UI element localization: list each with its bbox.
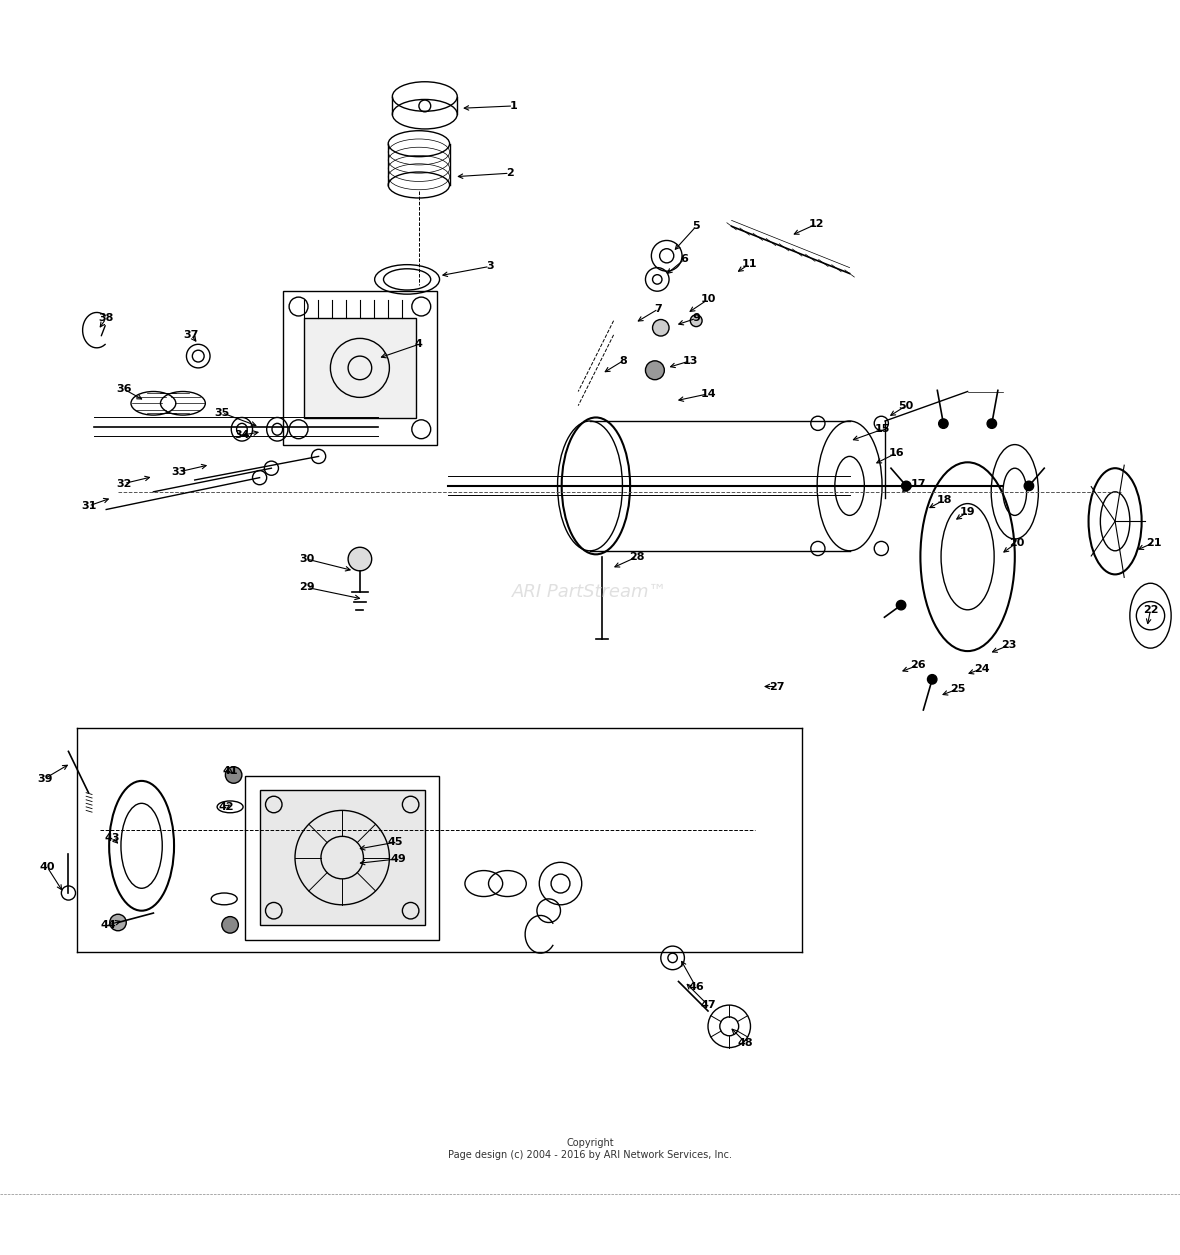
- Text: 23: 23: [1001, 640, 1017, 650]
- Text: ARI PartStream™: ARI PartStream™: [512, 584, 668, 601]
- Text: 26: 26: [910, 660, 926, 670]
- Text: 44: 44: [100, 920, 117, 930]
- Circle shape: [988, 419, 997, 428]
- Text: 19: 19: [959, 507, 976, 517]
- Text: 13: 13: [682, 356, 699, 365]
- Text: 34: 34: [234, 430, 250, 441]
- Circle shape: [645, 361, 664, 380]
- Text: 5: 5: [693, 221, 700, 231]
- Text: 30: 30: [300, 553, 314, 563]
- Text: 35: 35: [215, 408, 229, 418]
- Text: 40: 40: [39, 862, 55, 872]
- Text: 28: 28: [629, 552, 645, 562]
- Text: 17: 17: [910, 478, 926, 488]
- Text: 36: 36: [116, 384, 132, 394]
- Text: 3: 3: [486, 261, 493, 271]
- Text: 10: 10: [700, 295, 716, 305]
- Text: 37: 37: [183, 330, 199, 340]
- Text: 42: 42: [218, 802, 235, 812]
- Text: 50: 50: [899, 400, 913, 410]
- Text: 7: 7: [655, 304, 662, 314]
- Text: 32: 32: [116, 478, 132, 488]
- Circle shape: [927, 675, 937, 684]
- Bar: [283, 291, 437, 444]
- Circle shape: [690, 315, 702, 326]
- Circle shape: [902, 481, 911, 491]
- Text: 9: 9: [693, 314, 700, 324]
- Text: 20: 20: [1009, 537, 1025, 547]
- Bar: [245, 776, 439, 940]
- Text: 4: 4: [415, 339, 422, 349]
- Text: 2: 2: [506, 168, 513, 178]
- Circle shape: [222, 916, 238, 934]
- Circle shape: [897, 600, 906, 610]
- Text: 11: 11: [741, 259, 758, 269]
- Text: 31: 31: [80, 501, 97, 511]
- Text: 41: 41: [222, 767, 238, 777]
- Text: 33: 33: [172, 467, 186, 477]
- Circle shape: [225, 767, 242, 783]
- Text: 47: 47: [700, 1000, 716, 1010]
- Text: 25: 25: [950, 684, 966, 694]
- Text: 18: 18: [936, 494, 952, 505]
- Text: 21: 21: [1146, 537, 1162, 547]
- Text: 29: 29: [299, 582, 315, 592]
- Circle shape: [348, 547, 372, 571]
- Text: 38: 38: [98, 314, 114, 324]
- Text: Copyright
Page design (c) 2004 - 2016 by ARI Network Services, Inc.: Copyright Page design (c) 2004 - 2016 by…: [448, 1138, 732, 1160]
- Text: 8: 8: [620, 356, 627, 365]
- Text: 15: 15: [874, 424, 891, 434]
- Text: 14: 14: [700, 389, 716, 399]
- Bar: [260, 789, 425, 925]
- Text: 12: 12: [808, 218, 825, 228]
- Text: 27: 27: [768, 681, 785, 692]
- Text: 48: 48: [738, 1038, 754, 1048]
- Text: 39: 39: [37, 773, 53, 783]
- Text: 45: 45: [387, 837, 404, 847]
- Text: 43: 43: [104, 832, 120, 842]
- Text: 22: 22: [1142, 605, 1159, 615]
- Circle shape: [1024, 481, 1034, 491]
- Circle shape: [938, 419, 948, 428]
- Circle shape: [653, 320, 669, 336]
- Text: 6: 6: [681, 255, 688, 265]
- Text: 49: 49: [391, 853, 407, 863]
- Text: 24: 24: [974, 664, 990, 674]
- Text: 16: 16: [889, 448, 905, 458]
- Text: 46: 46: [688, 983, 704, 993]
- Text: 1: 1: [510, 100, 517, 110]
- Bar: [304, 318, 417, 418]
- Circle shape: [110, 914, 126, 931]
